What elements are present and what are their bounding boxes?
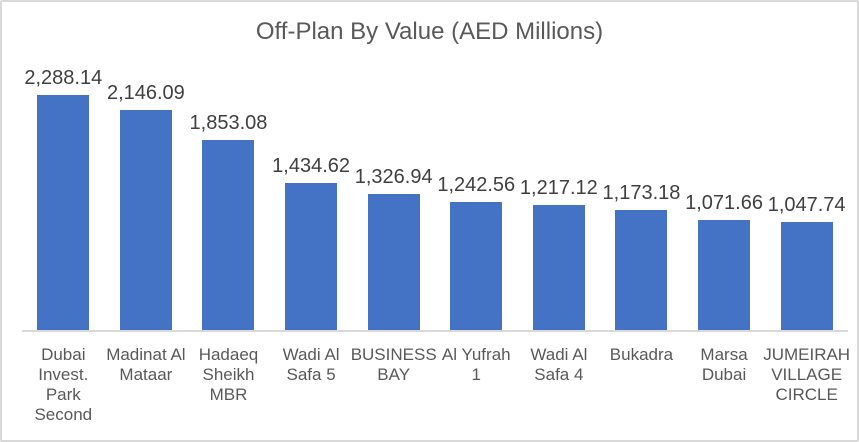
category-label: Marsa Dubai [700,345,748,384]
bar-value-label: 2,146.09 [106,81,185,104]
category-cell: Madinat Al Mataar [105,345,188,385]
bar [698,219,751,330]
category-label: Hadaeq Sheikh MBR [198,345,259,404]
bar-slot: 1,242.56 [435,174,518,330]
plot-area: 2,288.14 2,146.09 1,853.08 1,434.62 1,326.94… [22,2,848,330]
bar-slot: 2,288.14 [22,67,105,330]
bar-value-label: 1,326.94 [354,165,433,188]
category-label: Bukadra [609,345,674,364]
bar-value-label: 1,217.12 [519,177,598,199]
bar-slot: 1,173.18 [600,181,683,330]
bar-value-label: 2,288.14 [24,67,103,89]
bar [450,202,503,330]
bar-slot: 1,217.12 [518,177,601,330]
bar-slot: 1,853.08 [187,112,270,330]
bar [37,95,90,330]
category-cell: JUMEIRAH VILLAGE CIRCLE [763,345,851,405]
bar-slot: 1,326.94 [352,166,435,330]
bar-slot: 1,071.66 [683,192,766,330]
chart-title: Off-Plan By Value (AED Millions) [255,18,604,45]
category-label: JUMEIRAH VILLAGE CIRCLE [763,345,851,404]
bar-slot: 2,146.09 [105,82,188,330]
bar-value-label: 1,853.08 [189,111,268,134]
bar-value-label: 1,047.74 [767,194,846,217]
category-label: Al Yufrah 1 [441,345,511,384]
bar-value-label: 1,242.56 [437,174,516,197]
bar [119,109,172,330]
bar-value-label: 1,071.66 [685,191,763,214]
bar-slot: 1,434.62 [270,155,353,330]
bar [780,222,833,330]
category-label: Dubai Invest. Park Second [34,345,93,424]
bar [367,193,420,330]
category-cell: Marsa Dubai [683,345,766,385]
bar-slot: 1,047.74 [765,194,848,330]
bar [532,205,585,330]
x-axis-line [22,330,848,332]
category-cell: BUSINESS BAY [350,345,437,385]
category-label: Wadi Al Safa 4 [530,345,588,384]
category-axis: Dubai Invest. Park Second Madinat Al Mata… [22,345,851,425]
category-label: BUSINESS BAY [350,345,437,384]
bar-value-label: 1,173.18 [602,181,681,204]
category-cell: Wadi Al Safa 5 [270,345,353,385]
bar [285,182,338,330]
bar-value-label: 1,434.62 [272,154,350,177]
category-cell: Dubai Invest. Park Second [22,345,105,425]
bar [615,209,668,330]
category-cell: Bukadra [600,345,683,365]
bar [202,139,255,330]
category-label: Madinat Al Mataar [106,345,186,384]
category-label: Wadi Al Safa 5 [282,345,340,384]
category-cell: Al Yufrah 1 [435,345,518,385]
category-cell: Wadi Al Safa 4 [518,345,601,385]
category-cell: Hadaeq Sheikh MBR [187,345,270,405]
